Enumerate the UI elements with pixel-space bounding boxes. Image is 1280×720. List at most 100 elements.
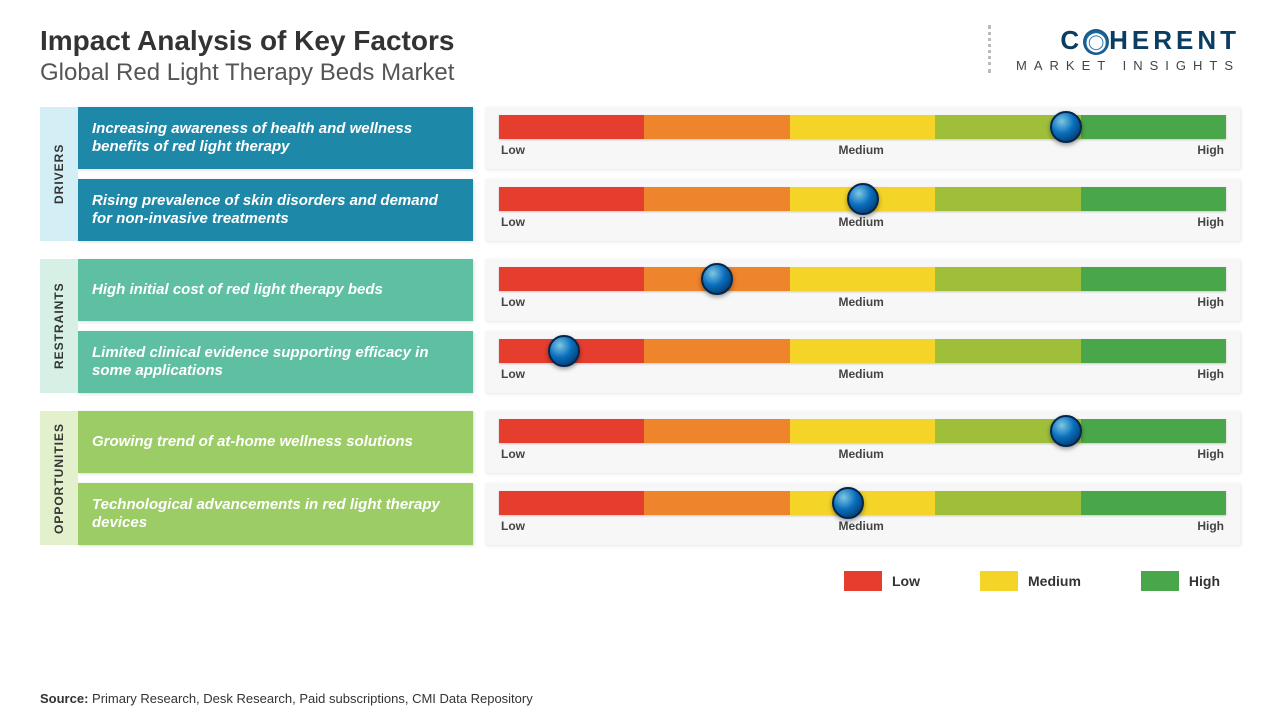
gauge-segment bbox=[499, 491, 644, 515]
gauge-segment bbox=[499, 419, 644, 443]
gauge-label-medium: Medium bbox=[838, 143, 883, 157]
header: Impact Analysis of Key Factors Global Re… bbox=[0, 0, 1280, 92]
group-rows: Increasing awareness of health and welln… bbox=[78, 107, 1240, 241]
gauge-segment bbox=[1081, 419, 1226, 443]
group-label-opportunities: OPPORTUNITIES bbox=[40, 411, 78, 545]
gauge-segment bbox=[499, 267, 644, 291]
gauge-segment bbox=[644, 115, 789, 139]
group-restraints: RESTRAINTSHigh initial cost of red light… bbox=[40, 259, 1240, 393]
gauge-knob bbox=[1050, 415, 1082, 447]
gauge-knob bbox=[548, 335, 580, 367]
gauge-knob bbox=[832, 487, 864, 519]
gauge-label-low: Low bbox=[501, 143, 525, 157]
gauge-segment bbox=[644, 339, 789, 363]
impact-gauge: LowMediumHigh bbox=[485, 411, 1240, 473]
gauge-label-medium: Medium bbox=[838, 295, 883, 309]
factor-label: Rising prevalence of skin disorders and … bbox=[78, 179, 473, 241]
gauge-segment bbox=[790, 339, 935, 363]
gauge-knob bbox=[701, 263, 733, 295]
legend: Low Medium High bbox=[0, 563, 1280, 591]
factor-label: Technological advancements in red light … bbox=[78, 483, 473, 545]
factor-label: Limited clinical evidence supporting eff… bbox=[78, 331, 473, 393]
gauge-label-low: Low bbox=[501, 367, 525, 381]
content-area: DRIVERSIncreasing awareness of health an… bbox=[0, 92, 1280, 545]
factor-row: High initial cost of red light therapy b… bbox=[78, 259, 1240, 321]
gauge-segment bbox=[499, 115, 644, 139]
source-prefix: Source: bbox=[40, 691, 88, 706]
factor-label: Growing trend of at-home wellness soluti… bbox=[78, 411, 473, 473]
gauge-label-low: Low bbox=[501, 295, 525, 309]
gauge-scale-labels: LowMediumHigh bbox=[499, 519, 1226, 533]
gauge-label-medium: Medium bbox=[838, 367, 883, 381]
gauge-bar bbox=[499, 339, 1226, 363]
brand-logo: C◉HERENT MARKET INSIGHTS bbox=[988, 25, 1240, 73]
impact-gauge: LowMediumHigh bbox=[485, 107, 1240, 169]
gauge-label-low: Low bbox=[501, 519, 525, 533]
group-label-restraints: RESTRAINTS bbox=[40, 259, 78, 393]
gauge-segment bbox=[935, 339, 1080, 363]
factor-row: Growing trend of at-home wellness soluti… bbox=[78, 411, 1240, 473]
legend-label: Low bbox=[892, 573, 920, 589]
page-subtitle: Global Red Light Therapy Beds Market bbox=[40, 59, 454, 87]
gauge-segment bbox=[644, 187, 789, 211]
impact-gauge: Low Medium High bbox=[485, 331, 1240, 393]
gauge-bar bbox=[499, 187, 1226, 211]
factor-label: Increasing awareness of health and welln… bbox=[78, 107, 473, 169]
gauge-bar bbox=[499, 267, 1226, 291]
gauge-label-low: Low bbox=[501, 447, 525, 461]
gauge-label-medium: Medium bbox=[838, 215, 883, 229]
factor-row: Rising prevalence of skin disorders and … bbox=[78, 179, 1240, 241]
legend-item: Medium bbox=[980, 571, 1081, 591]
gauge-segment bbox=[1081, 267, 1226, 291]
gauge-label-high: High bbox=[1197, 447, 1224, 461]
gauge-scale-labels: LowMediumHigh bbox=[499, 295, 1226, 309]
gauge-label-high: High bbox=[1197, 367, 1224, 381]
gauge-bar bbox=[499, 491, 1226, 515]
gauge-segment bbox=[790, 115, 935, 139]
group-drivers: DRIVERSIncreasing awareness of health an… bbox=[40, 107, 1240, 241]
logo-text-post: HERENT bbox=[1109, 25, 1240, 55]
gauge-label-high: High bbox=[1197, 519, 1224, 533]
legend-label: High bbox=[1189, 573, 1220, 589]
logo-text-pre: C bbox=[1060, 25, 1083, 55]
gauge-label-low: Low bbox=[501, 215, 525, 229]
legend-item: Low bbox=[844, 571, 920, 591]
gauge-scale-labels: LowMediumHigh bbox=[499, 447, 1226, 461]
gauge-segment bbox=[1081, 115, 1226, 139]
impact-gauge: LowMediumHigh bbox=[485, 483, 1240, 545]
gauge-knob bbox=[847, 183, 879, 215]
gauge-label-high: High bbox=[1197, 215, 1224, 229]
gauge-segment bbox=[935, 187, 1080, 211]
legend-swatch bbox=[844, 571, 882, 591]
gauge-knob bbox=[1050, 111, 1082, 143]
gauge-segment bbox=[790, 419, 935, 443]
legend-swatch bbox=[1141, 571, 1179, 591]
group-opportunities: OPPORTUNITIESGrowing trend of at-home we… bbox=[40, 411, 1240, 545]
source-citation: Source: Primary Research, Desk Research,… bbox=[40, 691, 533, 706]
factor-row: Technological advancements in red light … bbox=[78, 483, 1240, 545]
legend-swatch bbox=[980, 571, 1018, 591]
gauge-segment bbox=[1081, 187, 1226, 211]
group-rows: Growing trend of at-home wellness soluti… bbox=[78, 411, 1240, 545]
gauge-bar bbox=[499, 115, 1226, 139]
gauge-segment bbox=[1081, 339, 1226, 363]
gauge-segment bbox=[1081, 491, 1226, 515]
gauge-segment bbox=[935, 267, 1080, 291]
gauge-segment bbox=[499, 187, 644, 211]
gauge-scale-labels: LowMediumHigh bbox=[499, 143, 1226, 157]
page-title: Impact Analysis of Key Factors bbox=[40, 25, 454, 57]
gauge-bar bbox=[499, 419, 1226, 443]
factor-label: High initial cost of red light therapy b… bbox=[78, 259, 473, 321]
gauge-segment bbox=[935, 491, 1080, 515]
legend-label: Medium bbox=[1028, 573, 1081, 589]
factor-row: Increasing awareness of health and welln… bbox=[78, 107, 1240, 169]
group-label-drivers: DRIVERS bbox=[40, 107, 78, 241]
source-text: Primary Research, Desk Research, Paid su… bbox=[88, 691, 532, 706]
legend-item: High bbox=[1141, 571, 1220, 591]
logo-globe-icon: ◉ bbox=[1083, 29, 1109, 55]
factor-row: Limited clinical evidence supporting eff… bbox=[78, 331, 1240, 393]
logo-subtext: MARKET INSIGHTS bbox=[1016, 58, 1240, 73]
gauge-segment bbox=[790, 267, 935, 291]
gauge-scale-labels: Low Medium High bbox=[499, 367, 1226, 381]
title-block: Impact Analysis of Key Factors Global Re… bbox=[40, 25, 454, 87]
